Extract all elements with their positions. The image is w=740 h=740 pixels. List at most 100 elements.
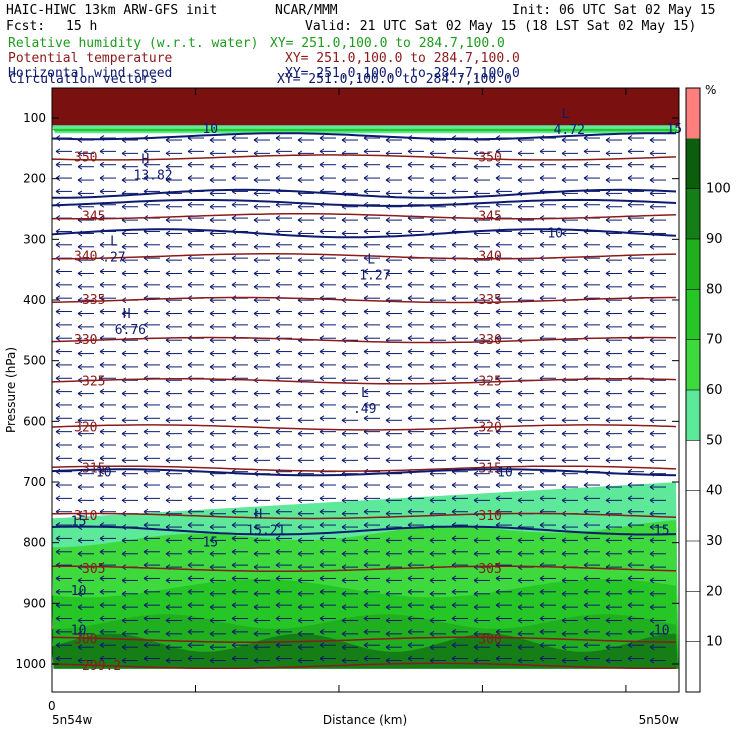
- wind-vector-head: [231, 161, 237, 168]
- wind-vector-head: [451, 308, 457, 315]
- wind-vector-head: [561, 350, 567, 357]
- wind-vector-head: [341, 617, 347, 624]
- wind-vector-head: [429, 270, 435, 277]
- wind-vector-head: [77, 283, 83, 290]
- wind-vector-head: [605, 417, 611, 424]
- wind-vector-head: [495, 588, 501, 595]
- wind-vector-head: [275, 615, 281, 622]
- wind-vector-head: [55, 455, 61, 462]
- wind-vector-head: [517, 363, 523, 370]
- wind-vector-head: [517, 310, 523, 317]
- wind-vector-head: [473, 657, 479, 664]
- wind-vector-head: [385, 137, 391, 143]
- wind-vector-head: [99, 655, 105, 662]
- wind-vector-head: [341, 657, 347, 664]
- wind-vector-head: [297, 617, 303, 624]
- wind-vector-head: [341, 604, 347, 611]
- wind-contour-label: 10: [547, 226, 563, 241]
- wind-vector-head: [473, 203, 479, 210]
- wind-vector-head: [649, 137, 655, 143]
- wind-vector-head: [319, 135, 325, 141]
- wind-vector-head: [231, 415, 237, 422]
- wind-vector-head: [495, 442, 501, 448]
- wind-speed-contour: [51, 198, 677, 207]
- wind-vector-head: [231, 642, 237, 649]
- extremum-type: L: [361, 386, 369, 401]
- wind-vector-head: [55, 575, 61, 582]
- wind-vector-head: [77, 457, 83, 464]
- wind-vector-head: [495, 188, 501, 195]
- wind-vector-head: [253, 283, 259, 290]
- wind-vector-head: [627, 428, 633, 435]
- wind-vector-head: [473, 444, 479, 450]
- wind-vector-head: [55, 308, 61, 315]
- colorbar-tick-label: 100: [706, 182, 731, 197]
- wind-vector-head: [165, 604, 171, 611]
- wind-vector-head: [473, 417, 479, 424]
- wind-vector-head: [231, 495, 237, 502]
- wind-vector-head: [231, 455, 237, 462]
- wind-contour-label: 10: [654, 624, 670, 639]
- wind-vector-head: [429, 323, 435, 330]
- wind-vector-head: [253, 163, 259, 170]
- wind-vector-head: [363, 402, 369, 408]
- wind-vector-head: [385, 430, 391, 437]
- wind-vector-head: [363, 615, 369, 622]
- wind-vector-head: [407, 495, 413, 502]
- wind-vector-head: [429, 217, 435, 224]
- wind-contour-label: 15: [202, 536, 218, 551]
- wind-vector-head: [451, 241, 457, 248]
- wind-vector-head: [451, 335, 457, 342]
- wind-vector-head: [451, 548, 457, 555]
- wind-vector-head: [77, 417, 83, 424]
- wind-vector-head: [649, 417, 655, 424]
- wind-vector-head: [99, 281, 105, 288]
- wind-vector-head: [495, 268, 501, 275]
- wind-vector-head: [539, 535, 545, 542]
- theta-contour-label: 350: [478, 150, 501, 165]
- wind-vector-head: [341, 457, 347, 464]
- wind-vector-head: [429, 363, 435, 370]
- wind-vector-head: [363, 588, 369, 595]
- wind-vector-head: [341, 217, 347, 224]
- wind-vector-head: [121, 457, 127, 464]
- extremum-type: L: [110, 234, 118, 249]
- wind-vector-head: [55, 268, 61, 275]
- wind-vector-head: [121, 350, 127, 357]
- wind-vector-head: [253, 430, 259, 437]
- wind-vector-head: [231, 241, 237, 248]
- wind-vector-head: [385, 217, 391, 224]
- theta-contour-label: 340: [478, 249, 501, 264]
- wind-vector-head: [209, 163, 215, 170]
- wind-vector-head: [429, 617, 435, 624]
- wind-vector-head: [561, 243, 567, 250]
- wind-vector-head: [341, 644, 347, 651]
- wind-vector-head: [209, 577, 215, 584]
- wind-vector-head: [143, 575, 149, 582]
- wind-vector-head: [473, 577, 479, 584]
- wind-vector-head: [561, 283, 567, 290]
- theta-contour-label: 310: [74, 509, 97, 524]
- wind-vector-head: [143, 201, 149, 208]
- wind-vector-head: [319, 562, 325, 569]
- wind-vector-head: [539, 442, 545, 448]
- wind-vector-head: [385, 590, 391, 597]
- wind-vector-head: [473, 430, 479, 437]
- wind-vector-head: [363, 321, 369, 328]
- wind-vector-head: [363, 455, 369, 462]
- wind-vector-head: [143, 655, 149, 662]
- wind-vector-head: [649, 657, 655, 664]
- wind-vector-head: [121, 484, 127, 490]
- wind-vector-head: [209, 630, 215, 637]
- wind-vector-head: [429, 497, 435, 504]
- wind-vector-head: [121, 150, 127, 157]
- wind-vector-head: [627, 281, 633, 288]
- wind-vector-head: [165, 484, 171, 490]
- wind-vector-head: [363, 548, 369, 555]
- wind-vector-head: [539, 415, 545, 422]
- wind-vector-head: [297, 137, 303, 143]
- wind-vector-head: [561, 617, 567, 624]
- legend-theta-xy: XY= 251.0,100.0 to 284.7,100.0: [285, 51, 520, 66]
- wind-vector-head: [121, 417, 127, 424]
- wind-vector-head: [319, 402, 325, 408]
